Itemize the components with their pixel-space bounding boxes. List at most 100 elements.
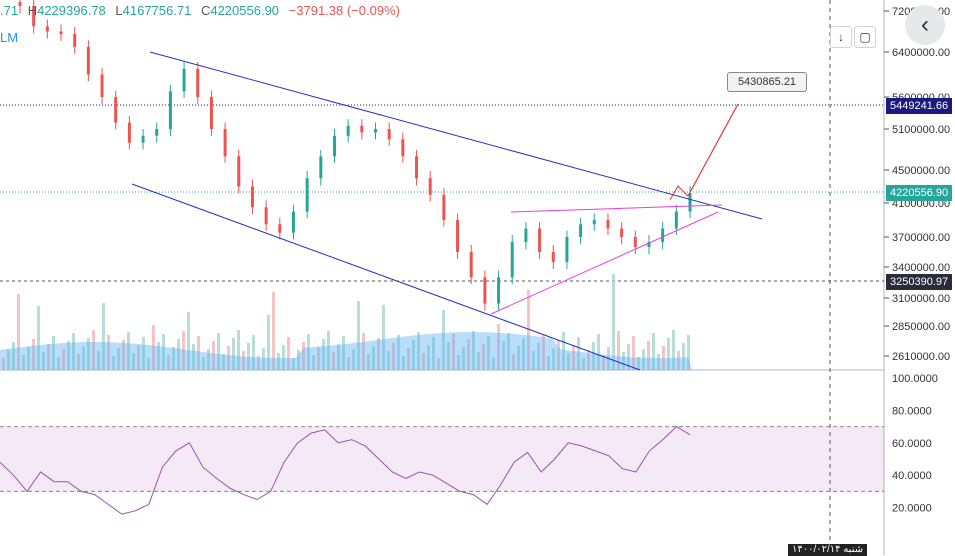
volume-bar [422, 353, 425, 370]
volume-bar [617, 331, 620, 370]
volume-bar [352, 349, 355, 370]
close-label: C [200, 3, 211, 18]
volume-bar [122, 340, 125, 370]
candle-body [360, 125, 364, 133]
candle-body [401, 139, 405, 157]
volume-bar [642, 349, 645, 370]
volume-bar [217, 333, 220, 370]
price-tick-label: 3100000.00 [892, 293, 950, 305]
volume-bar [682, 343, 685, 370]
volume-bar [567, 353, 570, 370]
candle-body [278, 224, 282, 233]
volume-bar [157, 342, 160, 370]
volume-bar [587, 350, 590, 370]
volume-bar [652, 333, 655, 370]
candle-body [346, 125, 350, 136]
volume-bar [292, 358, 295, 370]
volume-bar [222, 354, 225, 370]
candle-body [182, 68, 186, 92]
rsi-tick-label: 20.0000 [892, 503, 932, 515]
volume-bar [342, 336, 345, 370]
candle-body [415, 156, 419, 179]
arrow-down-icon: ↓ [838, 30, 844, 44]
volume-bar [107, 335, 110, 370]
volume-bar [57, 357, 60, 370]
volume-bar [262, 348, 265, 370]
volume-bar [657, 354, 660, 370]
candle-body [469, 252, 473, 278]
rsi-tick-label: 40.0000 [892, 470, 932, 482]
candle-body [579, 224, 583, 237]
volume-bar [452, 334, 455, 370]
volume-bar [152, 325, 155, 370]
price-tick-label: 4100000.00 [892, 198, 950, 210]
rsi-tick-label: 60.0000 [892, 438, 932, 450]
volume-bar [462, 347, 465, 370]
price-tick-label: 6400000.00 [892, 47, 950, 59]
maximize-button[interactable]: ▢ [854, 26, 876, 48]
channel-upper-line [149, 51, 763, 220]
volume-bar [592, 342, 595, 370]
target-price-label: 5430865.21 [727, 72, 807, 92]
price-tick-label: 2850000.00 [892, 321, 950, 333]
volume-bar [357, 301, 360, 370]
volume-bar [627, 344, 630, 370]
price-tick-label: 3400000.00 [892, 262, 950, 274]
volume-bar [522, 338, 525, 370]
nav-back-button[interactable]: ‹ [905, 5, 945, 45]
volume-bar [202, 357, 205, 370]
volume-bar [467, 339, 470, 370]
channel-lower-line [131, 183, 641, 371]
close-value: 4220556.90 [210, 3, 280, 18]
candle-body [114, 97, 118, 123]
volume-bars [0, 274, 692, 370]
price-tick-label: 3700000.00 [892, 232, 950, 244]
volume-bar [547, 356, 550, 370]
volume-ma-area [0, 332, 692, 370]
volume-bar [2, 358, 5, 370]
volume-bar [487, 336, 490, 370]
volume-bar [277, 353, 280, 370]
candle-body [551, 252, 555, 262]
volume-bar [387, 351, 390, 370]
volume-bar [177, 339, 180, 370]
ohlc-legend: .71 H4229396.78 L4167756.71 C4220556.90 … [0, 3, 406, 18]
volume-bar [82, 346, 85, 370]
candle-body [18, 2, 22, 6]
price-tick-label: 2610000.00 [892, 351, 950, 363]
volume-bar [7, 350, 10, 370]
volume-bar [62, 349, 65, 370]
volume-bar [457, 355, 460, 370]
volume-bar [347, 357, 350, 370]
volume-bar [257, 356, 260, 370]
date-tag: ۱۴۰۰/۰۲/۱۴ شنبه [788, 544, 868, 556]
volume-bar [197, 336, 200, 370]
volume-bar [667, 338, 670, 370]
low-value: 4167756.71 [122, 3, 192, 18]
breakout-marker [669, 185, 689, 201]
scroll-down-button[interactable]: ↓ [830, 26, 852, 48]
resistance-price-tag: 5449241.66 [886, 98, 953, 114]
candle-body [374, 129, 378, 133]
candle-body [565, 237, 569, 262]
volume-bar [77, 354, 80, 370]
volume-bar [142, 337, 145, 370]
volume-bar [597, 334, 600, 370]
candle-body [647, 242, 651, 247]
volume-bar [187, 312, 190, 370]
volume-bar [27, 347, 30, 370]
volume-bar [672, 330, 675, 370]
triangle-upper-line [510, 204, 723, 213]
volume-bar [662, 346, 665, 370]
volume-bar [97, 351, 100, 370]
volume-bar [532, 351, 535, 370]
volume-bar [397, 335, 400, 370]
volume-bar [477, 352, 480, 370]
rsi-pane: 100.0000 80.0000 60.0000 40.0000 20.0000 [0, 373, 938, 515]
candle-body [674, 211, 678, 229]
candle-body [456, 220, 460, 252]
symbol-label: LM [0, 30, 19, 45]
volume-bar [687, 335, 690, 370]
volume-bar [602, 355, 605, 370]
